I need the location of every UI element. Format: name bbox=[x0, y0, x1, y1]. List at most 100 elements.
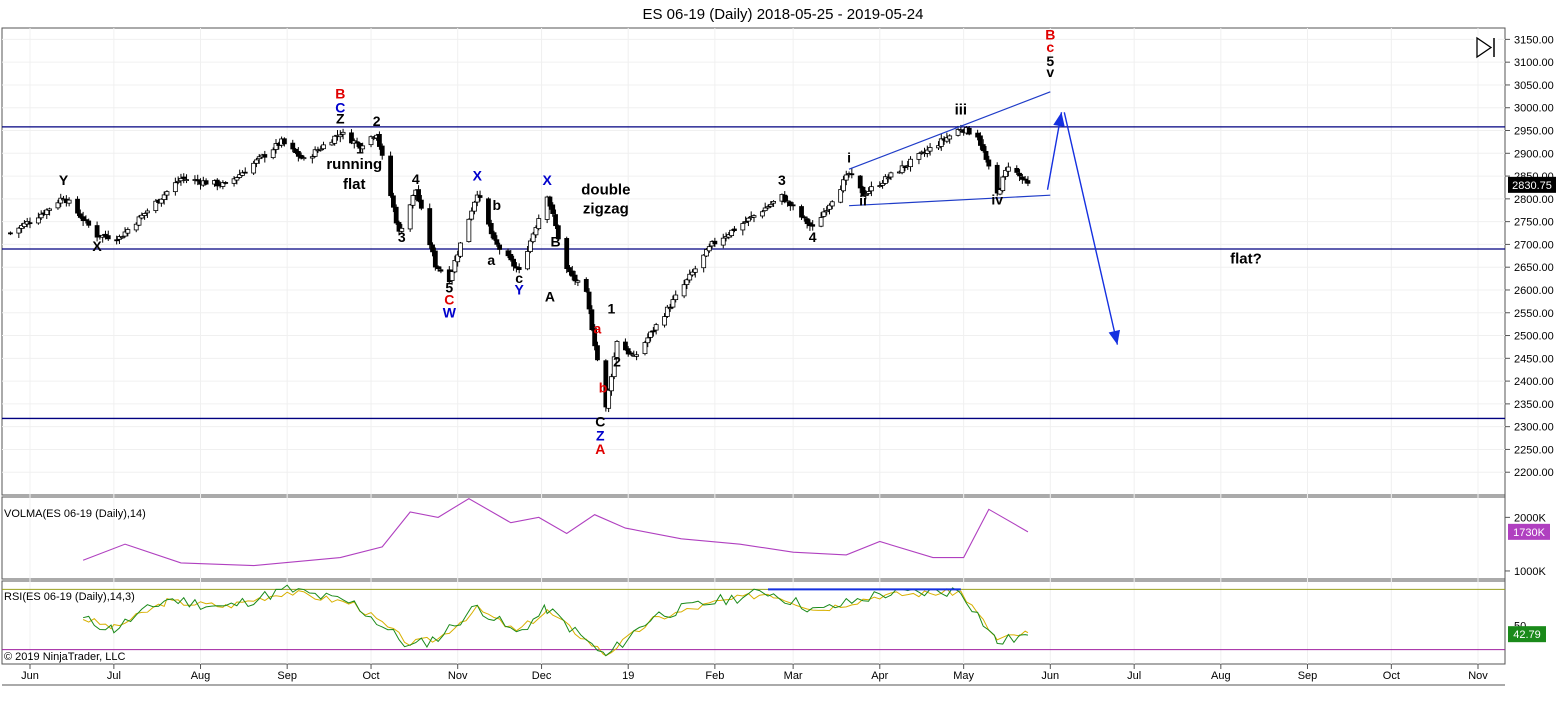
volma-label: VOLMA(ES 06-19 (Daily),14) bbox=[4, 508, 146, 520]
candle-body bbox=[648, 331, 653, 338]
candle-body bbox=[997, 189, 1003, 195]
y-tick-label: 2250.00 bbox=[1514, 444, 1554, 456]
y-tick-label: 3150.00 bbox=[1514, 34, 1554, 46]
candle-body bbox=[1019, 176, 1025, 180]
y-tick-label: 2450.00 bbox=[1514, 353, 1554, 365]
candle-body bbox=[172, 182, 178, 193]
candle-body bbox=[472, 201, 477, 212]
candle-body bbox=[290, 142, 296, 150]
wave-label: X bbox=[473, 168, 483, 184]
candle-body bbox=[195, 179, 201, 182]
candle-body bbox=[242, 171, 248, 174]
candle-body bbox=[606, 389, 612, 409]
wave-label: iv bbox=[991, 191, 1003, 207]
channel-line bbox=[848, 91, 1051, 170]
candle-body bbox=[975, 132, 981, 138]
candle-body bbox=[729, 229, 735, 237]
scroll-to-end-button[interactable] bbox=[1474, 36, 1498, 59]
x-tick-label: Jul bbox=[107, 670, 121, 682]
candle-body bbox=[603, 360, 609, 408]
candle-body bbox=[340, 131, 346, 135]
candle-body bbox=[583, 279, 589, 292]
rsi-last-label: 42.79 bbox=[1513, 629, 1541, 641]
candle-body bbox=[153, 200, 159, 211]
wave-label: b bbox=[599, 379, 608, 395]
rsi-signal-line bbox=[82, 588, 1029, 657]
volma-line bbox=[82, 497, 1029, 567]
wave-label: W bbox=[443, 304, 457, 320]
wave-label: b bbox=[493, 197, 502, 213]
candle-body bbox=[119, 236, 125, 239]
candle-body bbox=[653, 324, 659, 331]
candle-body bbox=[407, 204, 413, 230]
candle-body bbox=[332, 135, 338, 144]
candle-body bbox=[589, 309, 595, 331]
candle-body bbox=[161, 194, 167, 200]
candle-body bbox=[751, 215, 757, 218]
candle-body bbox=[354, 141, 360, 144]
candle-body bbox=[863, 194, 869, 196]
candle-body bbox=[804, 218, 810, 225]
candle-body bbox=[706, 246, 712, 252]
candle-body bbox=[790, 204, 796, 207]
candle-body bbox=[564, 238, 570, 269]
candle-body bbox=[927, 147, 933, 152]
candle-body bbox=[955, 129, 961, 136]
candle-body bbox=[743, 221, 749, 223]
candle-body bbox=[740, 223, 746, 231]
candle-body bbox=[295, 151, 301, 157]
candle-body bbox=[664, 306, 670, 317]
wave-label: i bbox=[847, 149, 851, 165]
candle-body bbox=[829, 201, 835, 207]
y-tick-label: 2300.00 bbox=[1514, 422, 1554, 434]
candle-body bbox=[880, 182, 885, 186]
wave-label: a bbox=[594, 320, 602, 336]
y-tick-label: 2700.00 bbox=[1514, 239, 1554, 251]
candle-body bbox=[22, 222, 27, 228]
candle-body bbox=[491, 232, 497, 240]
candle-body bbox=[841, 179, 846, 192]
wave-label: zigzag bbox=[583, 200, 629, 217]
candle-body bbox=[527, 240, 533, 252]
x-tick-label: Jul bbox=[1127, 670, 1141, 682]
candle-body bbox=[662, 316, 667, 326]
candle-body bbox=[469, 210, 475, 220]
candle-body bbox=[768, 203, 774, 207]
candle-body bbox=[497, 244, 503, 250]
y-tick-label: 2650.00 bbox=[1514, 262, 1554, 274]
candle-body bbox=[1017, 172, 1022, 177]
candle-body bbox=[94, 225, 100, 238]
candle-body bbox=[849, 173, 855, 176]
candle-body bbox=[214, 179, 220, 187]
candle-body bbox=[785, 200, 790, 203]
wave-label: 1 bbox=[356, 140, 364, 156]
y-tick-label: 2950.00 bbox=[1514, 126, 1554, 138]
candle-body bbox=[377, 133, 382, 147]
candle-body bbox=[16, 227, 22, 234]
candle-body bbox=[511, 258, 516, 267]
wave-label: 3 bbox=[778, 172, 786, 188]
candle-body bbox=[262, 154, 268, 158]
candle-body bbox=[293, 148, 298, 153]
x-tick-label: May bbox=[953, 670, 974, 682]
candle-body bbox=[184, 179, 189, 181]
candle-body bbox=[553, 214, 558, 227]
wave-label: double bbox=[581, 181, 630, 198]
candle-body bbox=[827, 204, 832, 210]
candle-body bbox=[885, 177, 891, 180]
candle-body bbox=[337, 134, 343, 138]
candle-body bbox=[592, 328, 598, 347]
wave-label: c bbox=[515, 270, 523, 286]
wave-label: v bbox=[1046, 64, 1054, 80]
candle-body bbox=[349, 132, 354, 144]
candle-body bbox=[418, 199, 424, 209]
candle-body bbox=[966, 127, 972, 135]
candle-body bbox=[938, 138, 944, 147]
candle-body bbox=[410, 195, 416, 206]
candle-body bbox=[787, 201, 793, 207]
candle-body bbox=[125, 229, 131, 234]
candle-body bbox=[650, 330, 656, 333]
candle-body bbox=[623, 341, 628, 351]
wave-label: 1 bbox=[608, 301, 616, 317]
wave-label: 2 bbox=[613, 354, 621, 370]
